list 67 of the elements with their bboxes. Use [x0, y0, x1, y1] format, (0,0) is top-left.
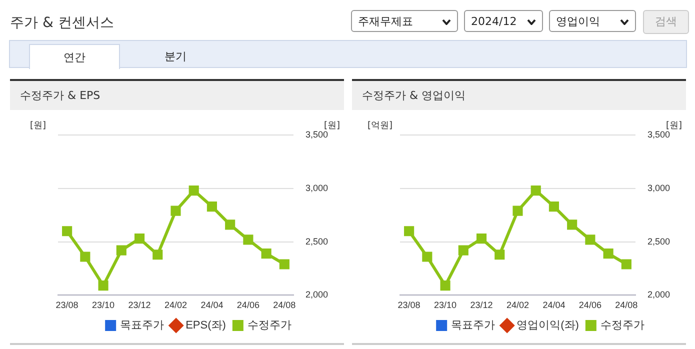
y2-tick-label: 3,000 — [305, 182, 328, 193]
point — [206, 202, 217, 212]
point — [80, 252, 90, 262]
point — [225, 220, 236, 230]
y2-axis-title: [원] — [666, 120, 682, 131]
y-axis-title: [억원] — [367, 120, 393, 131]
y2-tick-label: 3,500 — [647, 129, 670, 140]
legend-label: 목표주가 — [120, 320, 164, 332]
point — [440, 280, 450, 291]
legend-label: 영업이익(좌) — [516, 320, 579, 332]
y2-tick-label: 2,500 — [305, 236, 328, 246]
point — [530, 186, 541, 196]
y2-tick-label: 3,500 — [305, 129, 328, 140]
text: 분기 — [164, 49, 188, 65]
point — [188, 186, 199, 196]
text: 2024/12 — [464, 10, 543, 32]
point — [621, 259, 632, 270]
x-tick-label: 24/02 — [506, 300, 530, 310]
legend-label: 목표주가 — [451, 320, 496, 332]
point — [422, 252, 432, 262]
point — [494, 250, 505, 260]
x-tick-label: 23/10 — [92, 300, 115, 310]
x-tick-label: 24/02 — [164, 300, 188, 310]
point — [567, 220, 578, 230]
point — [62, 226, 72, 236]
x-tick-label: 24/08 — [273, 300, 296, 310]
x-tick-label: 23/12 — [128, 300, 151, 310]
x-tick-label: 24/04 — [542, 300, 566, 310]
text: 영업이익 — [549, 10, 636, 32]
point — [458, 245, 468, 256]
y2-axis-title: [원] — [324, 120, 340, 131]
text: 검색 — [643, 10, 689, 34]
x-tick-label: 24/06 — [236, 300, 260, 310]
point — [261, 248, 272, 259]
text: 주재무제표 — [351, 10, 458, 32]
point — [512, 206, 523, 216]
legend-label: EPS(좌) — [186, 320, 226, 332]
point — [98, 280, 108, 291]
point — [548, 202, 559, 212]
x-tick-label: 24/04 — [200, 300, 224, 310]
point — [585, 234, 596, 245]
y2-tick-label: 2,000 — [305, 290, 328, 300]
chart-title: 수정주가 & EPS — [10, 79, 344, 110]
text: 주가 & 컨센서스 — [10, 14, 114, 32]
x-tick-label: 24/08 — [615, 300, 638, 310]
x-tick-label: 23/10 — [434, 300, 457, 310]
y2-tick-label: 2,500 — [647, 236, 670, 246]
y2-tick-label: 3,000 — [647, 182, 670, 193]
legend-label: 수정주가 — [600, 320, 644, 332]
y2-tick-label: 2,000 — [647, 290, 670, 300]
legend-label: 수정주가 — [247, 320, 292, 332]
point — [116, 245, 126, 256]
x-tick-label: 23/12 — [470, 300, 493, 310]
point — [152, 250, 163, 260]
x-tick-label: 23/08 — [398, 300, 420, 310]
text: 연간 — [29, 44, 120, 69]
point — [134, 234, 145, 244]
point — [243, 234, 254, 245]
point — [603, 248, 614, 259]
point — [170, 206, 181, 216]
point — [404, 226, 414, 236]
point — [279, 259, 290, 270]
point — [476, 234, 487, 244]
y-axis-title: [원] — [30, 120, 46, 131]
chart-title: 수정주가 & 영업이익 — [352, 79, 686, 110]
x-tick-label: 24/06 — [578, 300, 602, 310]
x-tick-label: 23/08 — [56, 300, 78, 310]
